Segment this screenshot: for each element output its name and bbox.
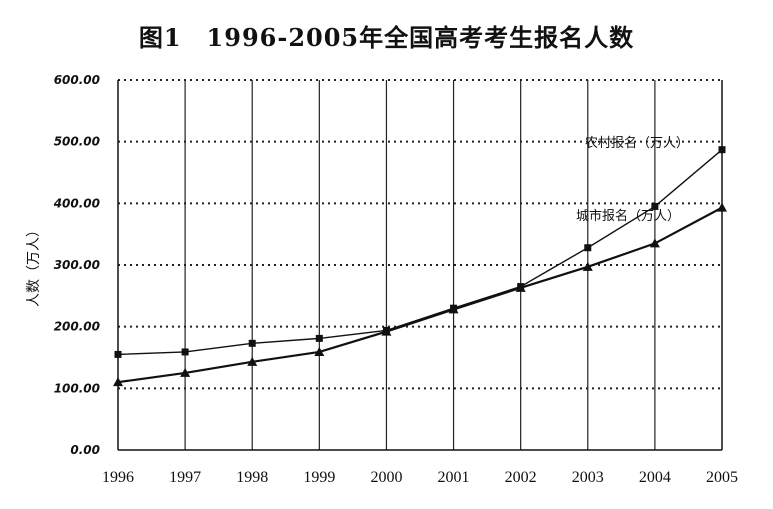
axes [117,80,723,451]
data-point-square [114,350,122,358]
y-tick-label: 0.00 [70,443,100,457]
data-point-triangle [448,304,459,314]
x-tick-label: 1997 [169,469,201,486]
data-point-triangle [314,346,325,356]
series-layer [113,146,727,387]
data-point-triangle [180,367,191,377]
data-point-triangle [113,377,123,387]
data-point-triangle [381,326,392,336]
y-tick-label: 300.00 [54,258,100,272]
y-tick-label: 600.00 [54,73,100,87]
data-point-square [315,334,323,342]
x-tick-label: 2005 [706,469,738,486]
grid [118,79,722,450]
y-tick-label: 200.00 [54,320,100,334]
labels-layer: 0.00 100.00 200.00 300.00 400.00 500.00 600.00… [26,73,738,486]
x-tick-label: 2003 [572,469,604,486]
data-point-square [584,244,592,252]
data-point-triangle [247,356,258,366]
y-tick-label: 100.00 [54,381,100,395]
data-point-square [181,348,189,356]
data-point-square [248,339,256,347]
y-tick-label: 400.00 [53,196,100,210]
data-point-triangle [649,238,660,248]
data-point-square [718,146,726,154]
x-tick-label: 2000 [370,469,402,486]
y-tick-label: 500.00 [54,135,100,149]
data-point-triangle [582,261,593,271]
series-label: 城市报名（万人） [576,208,680,224]
data-point-triangle [717,202,727,212]
data-point-square [651,202,659,210]
y-axis-title: 人数（万人） [26,223,42,307]
x-tick-label: 2001 [438,469,470,486]
chart-title: 图1 1996-2005年全国高考考生报名人数 [138,23,635,52]
x-tick-label: 1999 [303,469,335,486]
series-line [117,149,723,356]
x-tick-label: 2002 [505,469,537,486]
series-line [117,206,723,384]
data-point-triangle [515,282,526,292]
x-tick-label: 2004 [639,469,671,486]
x-tick-label: 1998 [236,469,268,486]
series-label: 农村报名（万人） [585,135,689,151]
x-tick-label: 1996 [102,469,134,486]
